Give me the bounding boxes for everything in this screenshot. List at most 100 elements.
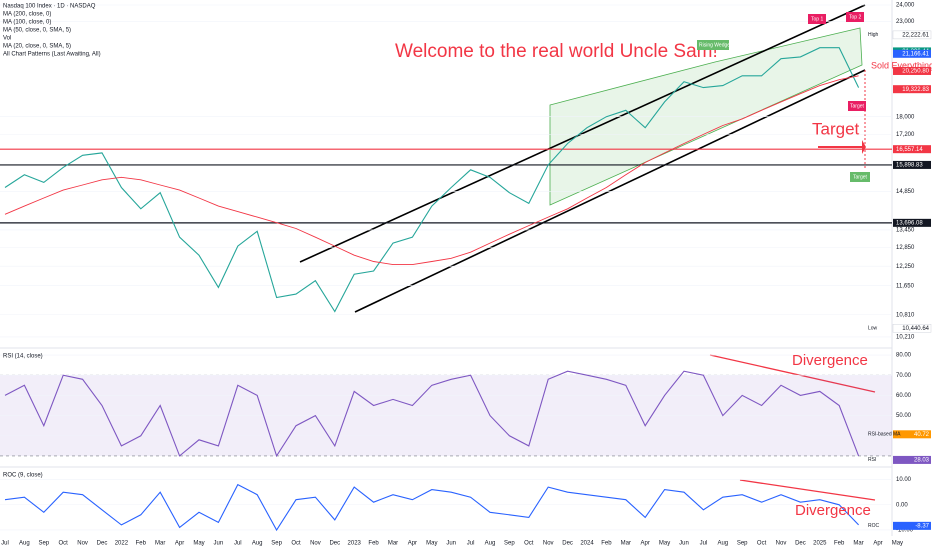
series-line bbox=[4, 47, 860, 313]
divergence-label: Divergence bbox=[792, 352, 868, 369]
label-box bbox=[846, 12, 864, 22]
price-tag-label: 20,250.80 bbox=[902, 69, 929, 75]
y-tick-label: 13,450 bbox=[896, 227, 915, 233]
level-tag-label: 16,557.14 bbox=[896, 147, 923, 153]
price-tag bbox=[893, 455, 931, 464]
x-tick-label: Oct bbox=[59, 541, 69, 547]
x-tick-label: Aug bbox=[717, 541, 728, 547]
x-tick-label: May bbox=[193, 541, 204, 547]
level-tag-label: 13,696.08 bbox=[896, 220, 923, 226]
y-tick-label: 12,250 bbox=[896, 264, 915, 270]
x-tick-label: Mar bbox=[853, 541, 863, 547]
roc-divergence-line bbox=[739, 479, 876, 501]
price-tag-label: 22,222.61 bbox=[902, 32, 929, 38]
rsi-divergence-line bbox=[709, 354, 876, 393]
x-tick-label: May bbox=[426, 541, 437, 547]
target-small-label: Target bbox=[853, 174, 868, 180]
price-tag-name: RSI bbox=[868, 457, 876, 463]
x-tick-label: Sep bbox=[271, 541, 282, 547]
x-tick-label: Jun bbox=[214, 541, 224, 547]
x-tick-label: Oct bbox=[291, 541, 301, 547]
x-tick-label: Nov bbox=[310, 541, 321, 547]
pane-title: RSI (14, close) bbox=[3, 354, 43, 360]
y-tick-label: 24,000 bbox=[896, 3, 915, 9]
target-small-label: Target bbox=[850, 103, 865, 109]
price-tag-name: High bbox=[868, 32, 879, 38]
x-tick-label: Dec bbox=[795, 541, 806, 547]
x-tick-label: Jul bbox=[467, 541, 475, 547]
y-tick-label: 17,200 bbox=[896, 132, 915, 138]
label-box bbox=[848, 101, 866, 111]
price-tag bbox=[892, 30, 932, 40]
series-line bbox=[4, 483, 859, 532]
y-tick-label: 11,650 bbox=[896, 283, 915, 289]
x-tick-label: Apr bbox=[175, 541, 184, 547]
x-tick-label: May bbox=[659, 541, 670, 547]
price-tag-label: 19,322.83 bbox=[902, 87, 929, 93]
series-line bbox=[4, 75, 859, 266]
y-tick-label: 50.00 bbox=[896, 413, 912, 419]
x-tick-label: Sep bbox=[737, 541, 748, 547]
price-tag-name: ROC bbox=[868, 523, 880, 529]
price-tag-label: 28.03 bbox=[914, 457, 930, 463]
y-tick-label: -10.00 bbox=[896, 528, 914, 534]
label-box bbox=[808, 14, 826, 24]
y-tick-label: 10.00 bbox=[896, 477, 912, 483]
target-label: Target bbox=[812, 119, 860, 138]
channel-upper bbox=[299, 4, 866, 263]
price-tag bbox=[893, 49, 931, 58]
target-arrowhead bbox=[862, 140, 866, 154]
x-tick-label: Nov bbox=[543, 541, 554, 547]
price-tag-label: 10,440.64 bbox=[902, 326, 929, 332]
y-tick-label: 10,810 bbox=[896, 312, 915, 318]
x-tick-label: Nov bbox=[77, 541, 88, 547]
y-tick-label: 18,000 bbox=[896, 114, 915, 120]
sold-label: Sold Everything bbox=[871, 60, 932, 70]
y-tick-label: 80.00 bbox=[896, 353, 912, 359]
legend-item: Vol bbox=[3, 36, 11, 42]
label-box bbox=[697, 40, 729, 50]
x-tick-label: Apr bbox=[873, 541, 882, 547]
x-tick-label: Sep bbox=[504, 541, 515, 547]
price-tag-label: 40.72 bbox=[914, 432, 930, 438]
y-tick-label: 12,850 bbox=[896, 245, 915, 251]
x-tick-label: Aug bbox=[19, 541, 30, 547]
x-tick-label: Dec bbox=[329, 541, 340, 547]
headline: Welcome to the real world Uncle Sam! bbox=[395, 41, 718, 62]
top2-label: Top 2 bbox=[849, 14, 861, 20]
x-tick-label: Mar bbox=[155, 541, 165, 547]
x-tick-label: Dec bbox=[97, 541, 108, 547]
channel-lower bbox=[354, 69, 866, 313]
price-tag bbox=[893, 85, 931, 94]
x-tick-label: Aug bbox=[485, 541, 496, 547]
price-tag-label: 21,166.41 bbox=[902, 51, 929, 57]
x-tick-label: Aug bbox=[252, 541, 263, 547]
legend-item: MA (200, close, 0) bbox=[3, 12, 51, 18]
x-tick-label: Jun bbox=[446, 541, 456, 547]
series-line bbox=[4, 370, 860, 458]
y-tick-label: 60.00 bbox=[896, 393, 912, 399]
y-tick-label: 10,210 bbox=[896, 335, 915, 341]
level-tag bbox=[893, 160, 931, 169]
level-tag-label: 15,898.83 bbox=[896, 163, 923, 169]
price-tag bbox=[892, 324, 932, 333]
legend-item: MA (20, close, 0, SMA, 5) bbox=[3, 44, 71, 50]
x-tick-label: May bbox=[892, 541, 903, 547]
x-tick-label: Feb bbox=[601, 541, 612, 547]
x-tick-label: Jul bbox=[234, 541, 242, 547]
x-tick-label: Jul bbox=[700, 541, 708, 547]
legend-title: Nasdaq 100 Index · 1D · NASDAQ bbox=[3, 4, 96, 10]
price-tag-name: RSI-based MA bbox=[868, 432, 901, 438]
x-tick-label: Apr bbox=[408, 541, 417, 547]
x-tick-label: Feb bbox=[834, 541, 845, 547]
y-tick-label: 0.00 bbox=[896, 502, 908, 508]
x-tick-label: Oct bbox=[524, 541, 534, 547]
price-tag bbox=[893, 430, 931, 439]
legend: Nasdaq 100 Index · 1D · NASDAQ MA (200, … bbox=[3, 4, 101, 479]
legend-item: All Chart Patterns (Last Awaiting, All) bbox=[3, 52, 101, 58]
y-tick-label: 23,000 bbox=[896, 19, 915, 25]
x-tick-label: Feb bbox=[136, 541, 147, 547]
x-tick-label: 2025 bbox=[813, 541, 827, 547]
price-tag bbox=[893, 66, 931, 75]
